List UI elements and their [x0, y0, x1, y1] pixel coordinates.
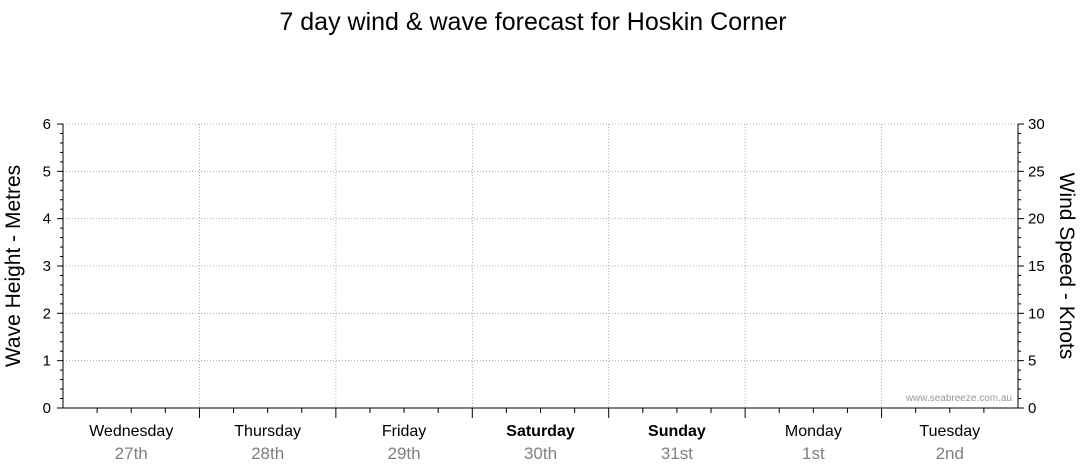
day-name-label: Wednesday: [89, 423, 173, 440]
right-tick-label: 15: [1028, 258, 1045, 275]
day-labels: Wednesday 27th Thursday 28th Friday 29th Satur…: [89, 423, 980, 463]
day-date-label: 1st: [802, 444, 825, 463]
watermark: www.seabreeze.com.au: [905, 393, 1012, 404]
left-tick-label: 6: [43, 116, 51, 133]
left-axis-ticks: 0 1 2 3 4 5 6: [43, 116, 63, 417]
chart-title: 7 day wind & wave forecast for Hoskin Co…: [279, 8, 786, 36]
grid: [63, 123, 1018, 408]
day-date-label: 2nd: [936, 444, 964, 463]
day-date-label: 27th: [115, 444, 148, 463]
right-axis-ticks: 0 5 10 15 20 25 30: [1018, 116, 1045, 417]
left-tick-label: 3: [43, 258, 51, 275]
right-tick-label: 0: [1028, 400, 1036, 417]
right-tick-label: 20: [1028, 211, 1045, 228]
right-tick-label: 25: [1028, 163, 1045, 180]
right-tick-label: 30: [1028, 116, 1045, 133]
day-date-label: 31st: [661, 444, 693, 463]
left-tick-label: 5: [43, 163, 51, 180]
day-date-label: 29th: [388, 444, 421, 463]
day-date-label: 28th: [251, 444, 284, 463]
day-name-label: Thursday: [234, 423, 301, 440]
left-tick-label: 2: [43, 305, 51, 322]
day-name-label: Monday: [785, 423, 842, 440]
left-tick-label: 0: [43, 400, 51, 417]
right-axis-label: Wind Speed - Knots: [1055, 173, 1078, 360]
left-tick-label: 4: [43, 211, 51, 228]
day-name-label: Sunday: [648, 423, 706, 440]
day-name-label: Friday: [382, 423, 426, 440]
day-date-label: 30th: [524, 444, 557, 463]
day-name-label: Tuesday: [919, 423, 980, 440]
right-tick-label: 10: [1028, 305, 1045, 322]
left-axis-label: Wave Height - Metres: [2, 165, 25, 367]
right-tick-label: 5: [1028, 353, 1036, 370]
left-tick-label: 1: [43, 353, 51, 370]
day-name-label: Saturday: [506, 423, 575, 440]
axes: [62, 124, 1019, 418]
